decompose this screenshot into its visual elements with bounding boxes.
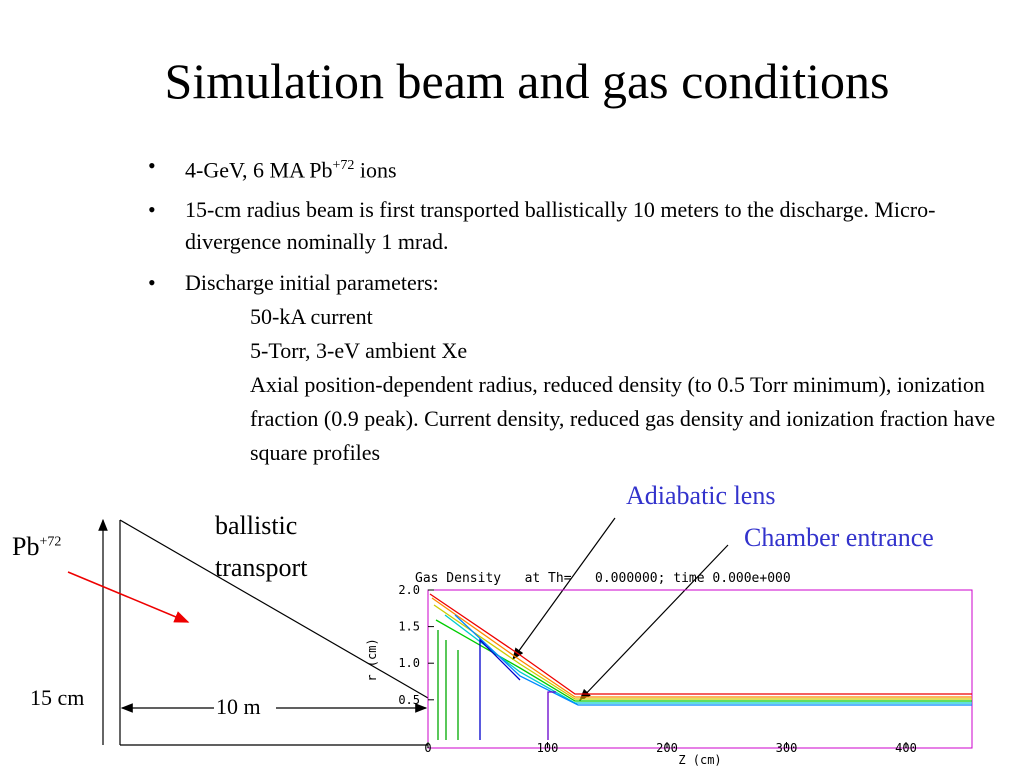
bullet: Discharge initial parameters: 50-kA curr… (148, 266, 1018, 470)
transport-label: ballistic transport (215, 505, 307, 589)
plot-frame (427, 589, 973, 749)
y-tick-label: 0.5 (398, 693, 420, 707)
bullet-text: 15-cm radius beam is first transported b… (185, 197, 936, 255)
bullet-text: 4-GeV, 6 MA Pb (185, 157, 333, 183)
bullet-text: Discharge initial parameters: (185, 270, 439, 296)
x-axis-label: Z (cm) (678, 753, 721, 767)
plot-title: Gas Density at Th= 0.000000; time 0.000e… (415, 571, 791, 586)
plot-axes: Gas Density at Th= 0.000000; time 0.000e… (365, 571, 917, 767)
y-axis-label: r (cm) (365, 638, 379, 681)
label-line: transport (215, 553, 308, 582)
sub-line: Axial position-dependent radius, reduced… (250, 372, 996, 466)
bullet-list: 4-GeV, 6 MA Pb+72 ions 15-cm radius beam… (148, 150, 1018, 478)
sub-line: 50-kA current (250, 304, 373, 330)
bullet: 15-cm radius beam is first transported b… (148, 194, 1018, 258)
entrance-label: Chamber entrance (744, 523, 934, 552)
label-line: ballistic (215, 511, 298, 540)
bullet-text: ions (354, 157, 397, 183)
y-tick-label: 1.5 (398, 620, 420, 634)
length-label: 10 m (216, 694, 261, 719)
y-tick-label: 2.0 (398, 583, 420, 597)
superscript: +72 (332, 158, 355, 173)
lens-label: Adiabatic lens (626, 481, 776, 510)
beam-label: Pb+72 (12, 532, 61, 562)
bullet: 4-GeV, 6 MA Pb+72 ions (148, 150, 1018, 186)
beam-arrow (67, 571, 190, 623)
sub-line: 5-Torr, 3-eV ambient Xe (250, 338, 468, 364)
label-text: Pb (12, 532, 40, 561)
superscript: +72 (39, 534, 62, 550)
radius-label: 15 cm (30, 685, 85, 710)
contours (429, 593, 972, 740)
slide-title: Simulation beam and gas conditions (164, 53, 890, 109)
triangle (98, 517, 729, 746)
y-tick-label: 1.0 (398, 656, 420, 670)
